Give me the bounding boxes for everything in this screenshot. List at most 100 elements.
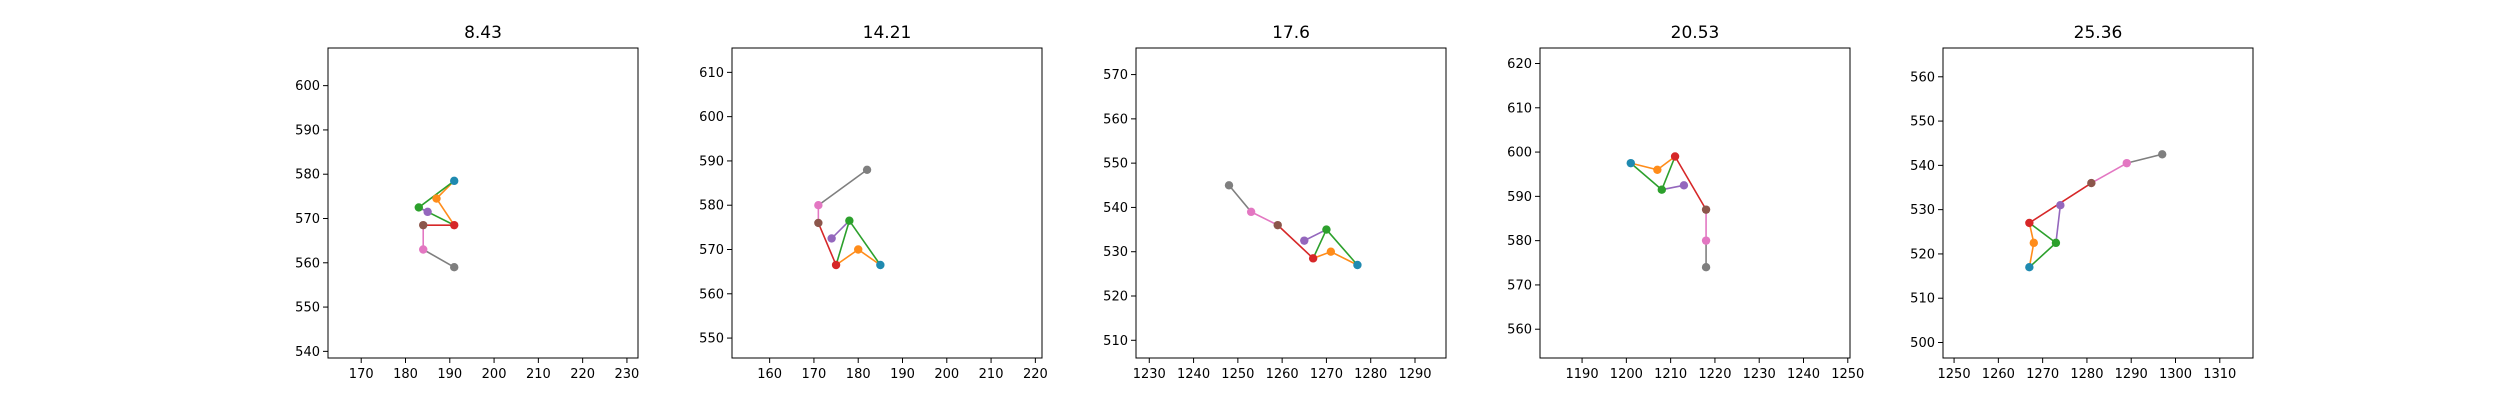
y-tick-label: 550	[1910, 115, 1935, 130]
y-tick-label: 590	[699, 154, 724, 169]
connection-line	[1661, 156, 1676, 191]
y-tick-label: 540	[295, 345, 320, 360]
point-pink	[1701, 236, 1711, 245]
point-red	[831, 260, 841, 270]
connection-line	[1630, 162, 1663, 191]
y-tick-label: 540	[1910, 159, 1935, 174]
point-gray	[1224, 181, 1234, 190]
point-purple	[2056, 201, 2065, 210]
point-purple	[827, 234, 836, 243]
axes-frame	[1942, 47, 2254, 359]
x-tick-label: 230	[615, 367, 640, 382]
y-tick-label: 610	[1507, 101, 1532, 116]
y-tick-label: 580	[1507, 234, 1532, 249]
y-tick-label: 550	[699, 332, 724, 347]
y-tick-label: 560	[699, 287, 724, 302]
chart-title: 14.21	[863, 23, 912, 43]
point-teal	[1626, 158, 1635, 168]
x-tick-label: 1250	[1938, 367, 1971, 382]
point-orange	[1326, 247, 1336, 256]
x-tick-label: 200	[482, 367, 507, 382]
connection-line	[2028, 222, 2057, 244]
point-green	[2051, 238, 2061, 248]
x-tick-label: 1260	[1266, 367, 1299, 382]
point-teal	[450, 176, 459, 186]
point-orange	[854, 245, 863, 254]
connection-line	[418, 180, 455, 209]
point-green	[845, 216, 854, 225]
point-green	[1322, 225, 1331, 234]
chart-panel: 8.43 170 180 190 200 210 220 230 540 550 560 570 580…	[295, 23, 639, 382]
x-tick-label: 190	[890, 367, 915, 382]
y-tick-label: 550	[1103, 157, 1128, 172]
x-tick-label: 1210	[1654, 367, 1687, 382]
y-tick-label: 500	[1910, 336, 1935, 351]
chart-panel: 14.21 160 170 180 190 200 210 220 550 560 570 580 59…	[699, 23, 1048, 382]
x-tick-label: 1190	[1566, 367, 1599, 382]
x-tick-label: 1250	[1831, 367, 1864, 382]
point-gray	[2158, 150, 2167, 159]
connection-line	[1630, 162, 1658, 171]
connection-line	[1277, 224, 1314, 259]
chart-panel: 20.53 1190 1200 1210 1220 1230 1240 1250 560 570 5…	[1507, 23, 1864, 382]
point-brown	[814, 218, 823, 228]
connection-line	[435, 198, 455, 226]
x-tick-label: 1260	[1982, 367, 2015, 382]
x-tick-label: 180	[393, 367, 418, 382]
x-tick-label: 210	[979, 367, 1004, 382]
axes-frame	[731, 47, 1043, 359]
x-tick-label: 1290	[1398, 367, 1431, 382]
point-purple	[1679, 181, 1689, 190]
y-tick-label: 560	[295, 256, 320, 271]
y-tick-label: 530	[1103, 245, 1128, 260]
point-green	[1657, 185, 1666, 194]
connection-line	[1325, 229, 1359, 266]
x-tick-label: 170	[802, 367, 827, 382]
y-tick-label: 520	[1910, 247, 1935, 262]
connection-line	[835, 248, 859, 266]
y-tick-label: 580	[699, 199, 724, 214]
x-tick-label: 220	[1023, 367, 1048, 382]
x-tick-label: 180	[846, 367, 871, 382]
point-purple	[1300, 236, 1309, 245]
y-tick-label: 600	[1507, 146, 1532, 161]
y-tick-label: 590	[1507, 190, 1532, 205]
connection-line	[817, 222, 837, 266]
point-orange	[432, 194, 441, 203]
point-teal	[2025, 263, 2034, 272]
point-gray	[450, 263, 459, 272]
point-pink	[1246, 207, 1256, 217]
axes-frame	[327, 47, 639, 359]
connection-line	[2028, 242, 2057, 268]
point-purple	[423, 207, 432, 217]
x-tick-label: 1300	[2159, 367, 2192, 382]
x-tick-label: 1230	[1743, 367, 1776, 382]
chart-panel: 25.36 1250 1260 1270 1280 1290 1300 1310 500 510 5…	[1910, 23, 2254, 382]
point-gray	[862, 165, 872, 174]
point-brown	[2087, 178, 2096, 188]
x-tick-label: 220	[570, 367, 595, 382]
x-tick-label: 1280	[2070, 367, 2103, 382]
x-tick-label: 1270	[1310, 367, 1343, 382]
y-tick-label: 610	[699, 66, 724, 81]
y-tick-label: 570	[699, 243, 724, 258]
point-red	[2025, 218, 2034, 228]
y-tick-label: 550	[295, 301, 320, 316]
point-pink	[814, 201, 823, 210]
x-tick-label: 1230	[1133, 367, 1166, 382]
chart-title: 8.43	[464, 23, 502, 43]
x-tick-label: 1240	[1177, 367, 1210, 382]
point-brown	[1701, 205, 1711, 214]
connection-line	[857, 248, 881, 266]
connection-line	[1228, 184, 1252, 213]
y-tick-label: 570	[295, 212, 320, 227]
connection-line	[848, 220, 882, 266]
connection-line	[835, 220, 851, 266]
connection-line	[2055, 205, 2062, 243]
y-tick-label: 560	[1103, 112, 1128, 127]
connection-line	[2090, 162, 2128, 184]
connection-line	[1330, 250, 1358, 266]
point-teal	[876, 260, 885, 270]
y-tick-label: 510	[1910, 292, 1935, 307]
point-teal	[1353, 260, 1362, 270]
